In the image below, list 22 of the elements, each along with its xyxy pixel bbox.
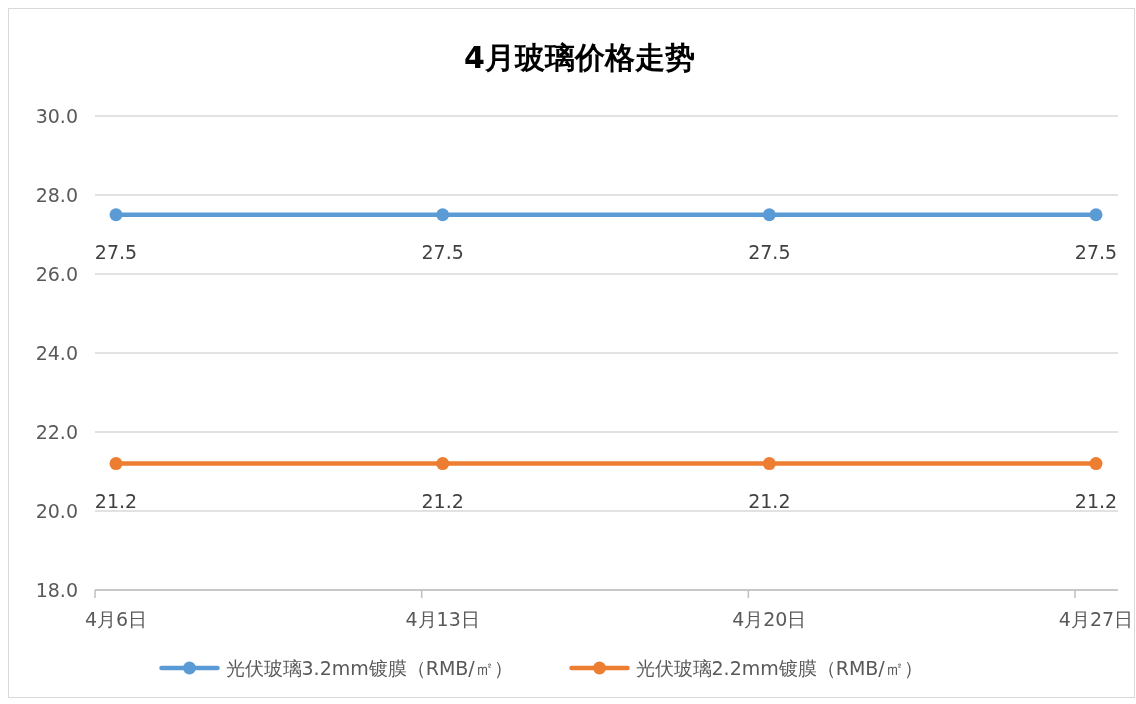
legend-label: 光伏玻璃3.2mm镀膜（RMB/㎡）	[225, 657, 513, 679]
chart-title: 4月玻璃价格走势	[464, 40, 695, 75]
data-label: 21.2	[748, 489, 791, 512]
x-tick-label: 4月20日	[732, 608, 807, 630]
legend-label: 光伏玻璃2.2mm镀膜（RMB/㎡）	[635, 657, 923, 679]
y-tick-label: 22.0	[35, 421, 78, 443]
data-label: 27.5	[421, 240, 464, 263]
y-tick-label: 18.0	[35, 579, 78, 601]
data-label: 27.5	[1074, 240, 1118, 263]
data-label: 27.5	[94, 240, 138, 263]
x-tick-label: 4月13日	[405, 608, 480, 630]
y-tick-label: 20.0	[35, 500, 78, 522]
y-tick-label: 24.0	[35, 342, 78, 364]
y-tick-label: 26.0	[35, 263, 78, 285]
data-label: 21.2	[94, 489, 138, 512]
y-tick-label: 28.0	[35, 184, 78, 206]
data-label: 27.5	[748, 240, 791, 263]
data-label: 21.2	[1074, 489, 1118, 512]
data-label: 21.2	[421, 489, 464, 512]
y-tick-label: 30.0	[35, 105, 78, 127]
x-tick-label: 4月6日	[84, 608, 148, 630]
x-tick-label: 4月27日	[1058, 608, 1134, 630]
